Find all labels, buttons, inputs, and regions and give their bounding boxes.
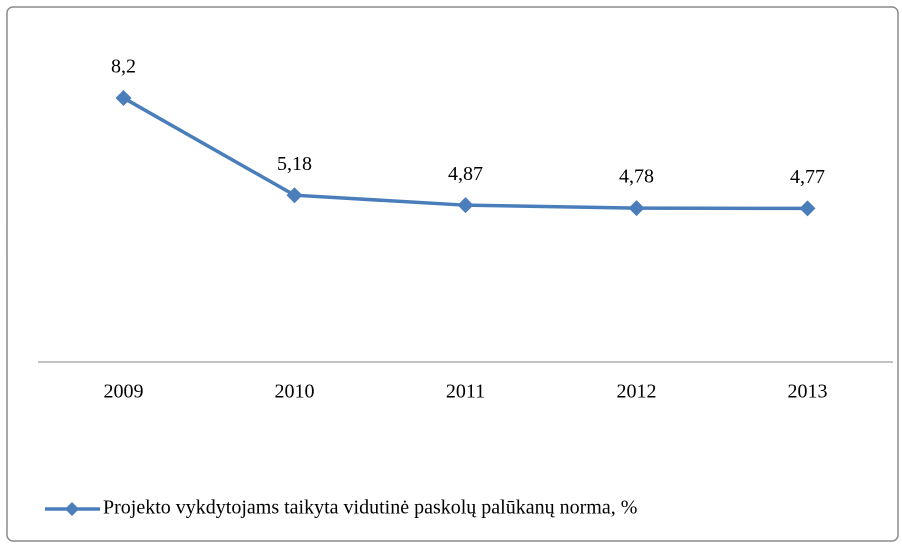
point-marker bbox=[115, 89, 132, 106]
legend-marker bbox=[65, 502, 79, 516]
x-tick-label: 2013 bbox=[788, 381, 828, 403]
x-tick-label: 2010 bbox=[275, 381, 315, 403]
point-marker bbox=[457, 197, 474, 214]
data-label: 4,78 bbox=[619, 166, 654, 188]
data-label: 5,18 bbox=[277, 153, 312, 175]
legend-label: Projekto vykdytojams taikyta vidutinė pa… bbox=[103, 497, 637, 519]
x-tick-label: 2011 bbox=[446, 381, 485, 403]
chart-border bbox=[6, 6, 899, 542]
x-tick-label: 2009 bbox=[104, 381, 144, 403]
point-marker bbox=[628, 200, 645, 217]
data-label: 8,2 bbox=[111, 56, 136, 78]
x-tick-label: 2012 bbox=[617, 381, 657, 403]
data-label: 4,77 bbox=[790, 166, 825, 188]
data-label: 4,87 bbox=[448, 163, 483, 185]
point-marker bbox=[286, 187, 303, 204]
point-marker bbox=[799, 200, 816, 217]
